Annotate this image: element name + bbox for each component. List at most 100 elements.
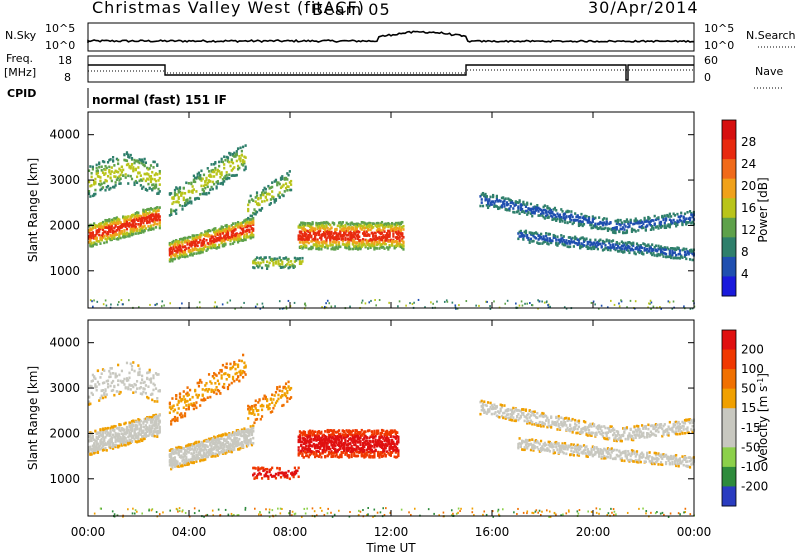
data-cell (207, 437, 211, 441)
data-cell (325, 241, 328, 244)
data-cell (312, 237, 315, 241)
data-cell (181, 204, 184, 208)
data-cell (220, 437, 223, 441)
data-cell (624, 245, 627, 249)
data-cell (382, 225, 385, 229)
data-cell (143, 425, 146, 429)
data-cell (226, 160, 230, 163)
data-cell (373, 246, 376, 250)
data-cell (644, 225, 647, 229)
data-cell (625, 231, 629, 234)
data-cell (170, 255, 173, 258)
data-cell (172, 452, 175, 455)
data-cell (624, 220, 627, 224)
data-cell (325, 225, 328, 229)
data-cell (648, 217, 651, 220)
data-cell (548, 211, 552, 215)
data-cell (152, 223, 155, 227)
nave-trace (88, 69, 694, 74)
data-cell (663, 252, 666, 255)
data-cell (101, 234, 105, 238)
data-cell (109, 372, 112, 375)
data-cell (103, 230, 106, 234)
data-cell (201, 239, 204, 243)
data-cell (123, 223, 126, 226)
data-cell (133, 433, 136, 436)
data-cell (326, 226, 329, 230)
data-cell (495, 196, 498, 199)
data-cell (397, 227, 400, 231)
data-cell (537, 307, 539, 310)
data-cell (560, 218, 563, 222)
data-cell (91, 444, 94, 448)
data-cell (236, 430, 240, 433)
data-cell (105, 233, 108, 236)
data-cell (598, 307, 600, 310)
data-cell (659, 251, 663, 254)
data-cell (341, 221, 344, 224)
data-cell (158, 428, 161, 431)
data-cell (110, 220, 113, 224)
data-cell (180, 464, 183, 468)
data-cell (273, 200, 276, 204)
data-cell (127, 155, 130, 159)
data-cell (144, 432, 148, 436)
data-cell (99, 236, 102, 239)
data-cell (118, 390, 121, 394)
data-cell (480, 201, 483, 204)
data-cell (329, 238, 332, 242)
data-cell (210, 185, 213, 189)
data-cell (221, 452, 225, 455)
data-cell (111, 156, 115, 159)
data-cell (216, 448, 219, 451)
data-cell (369, 238, 372, 242)
data-cell (123, 432, 126, 436)
data-cell (555, 238, 558, 241)
data-cell (191, 243, 194, 247)
data-cell (662, 216, 665, 220)
data-cell (123, 377, 126, 381)
data-cell (124, 431, 127, 434)
data-cell (668, 251, 671, 255)
data-cell (170, 208, 173, 212)
data-cell (212, 238, 216, 241)
data-cell (103, 222, 106, 226)
data-cell (623, 228, 626, 231)
data-cell (507, 208, 510, 211)
data-cell (625, 243, 629, 246)
power-colorbar-label: Power [dB] (756, 177, 770, 242)
data-cell (598, 216, 601, 219)
data-cell (635, 247, 639, 250)
data-cell (633, 251, 636, 254)
data-cell (219, 230, 222, 233)
data-cell (243, 427, 246, 430)
data-cell (148, 214, 151, 218)
data-cell (375, 304, 377, 307)
data-cell (368, 243, 371, 246)
data-cell (590, 221, 593, 225)
data-cell (239, 159, 242, 163)
data-cell (173, 254, 177, 258)
data-cell (652, 219, 655, 222)
data-cell (372, 238, 375, 241)
data-cell (142, 425, 145, 429)
data-cell (99, 237, 102, 241)
data-cell (239, 442, 242, 445)
data-cell (101, 428, 105, 432)
data-cell (401, 221, 404, 224)
data-cell (163, 304, 165, 307)
data-cell (98, 230, 101, 233)
data-cell (373, 242, 376, 245)
data-cell (228, 436, 231, 440)
data-cell (195, 453, 198, 456)
data-cell (691, 252, 694, 256)
data-cell (249, 214, 252, 218)
data-cell (604, 223, 607, 226)
data-cell (226, 301, 229, 304)
freq-label: Freq. (6, 52, 33, 65)
data-cell (133, 218, 136, 222)
data-cell (216, 229, 219, 232)
data-cell (288, 263, 291, 267)
data-cell (214, 446, 217, 449)
